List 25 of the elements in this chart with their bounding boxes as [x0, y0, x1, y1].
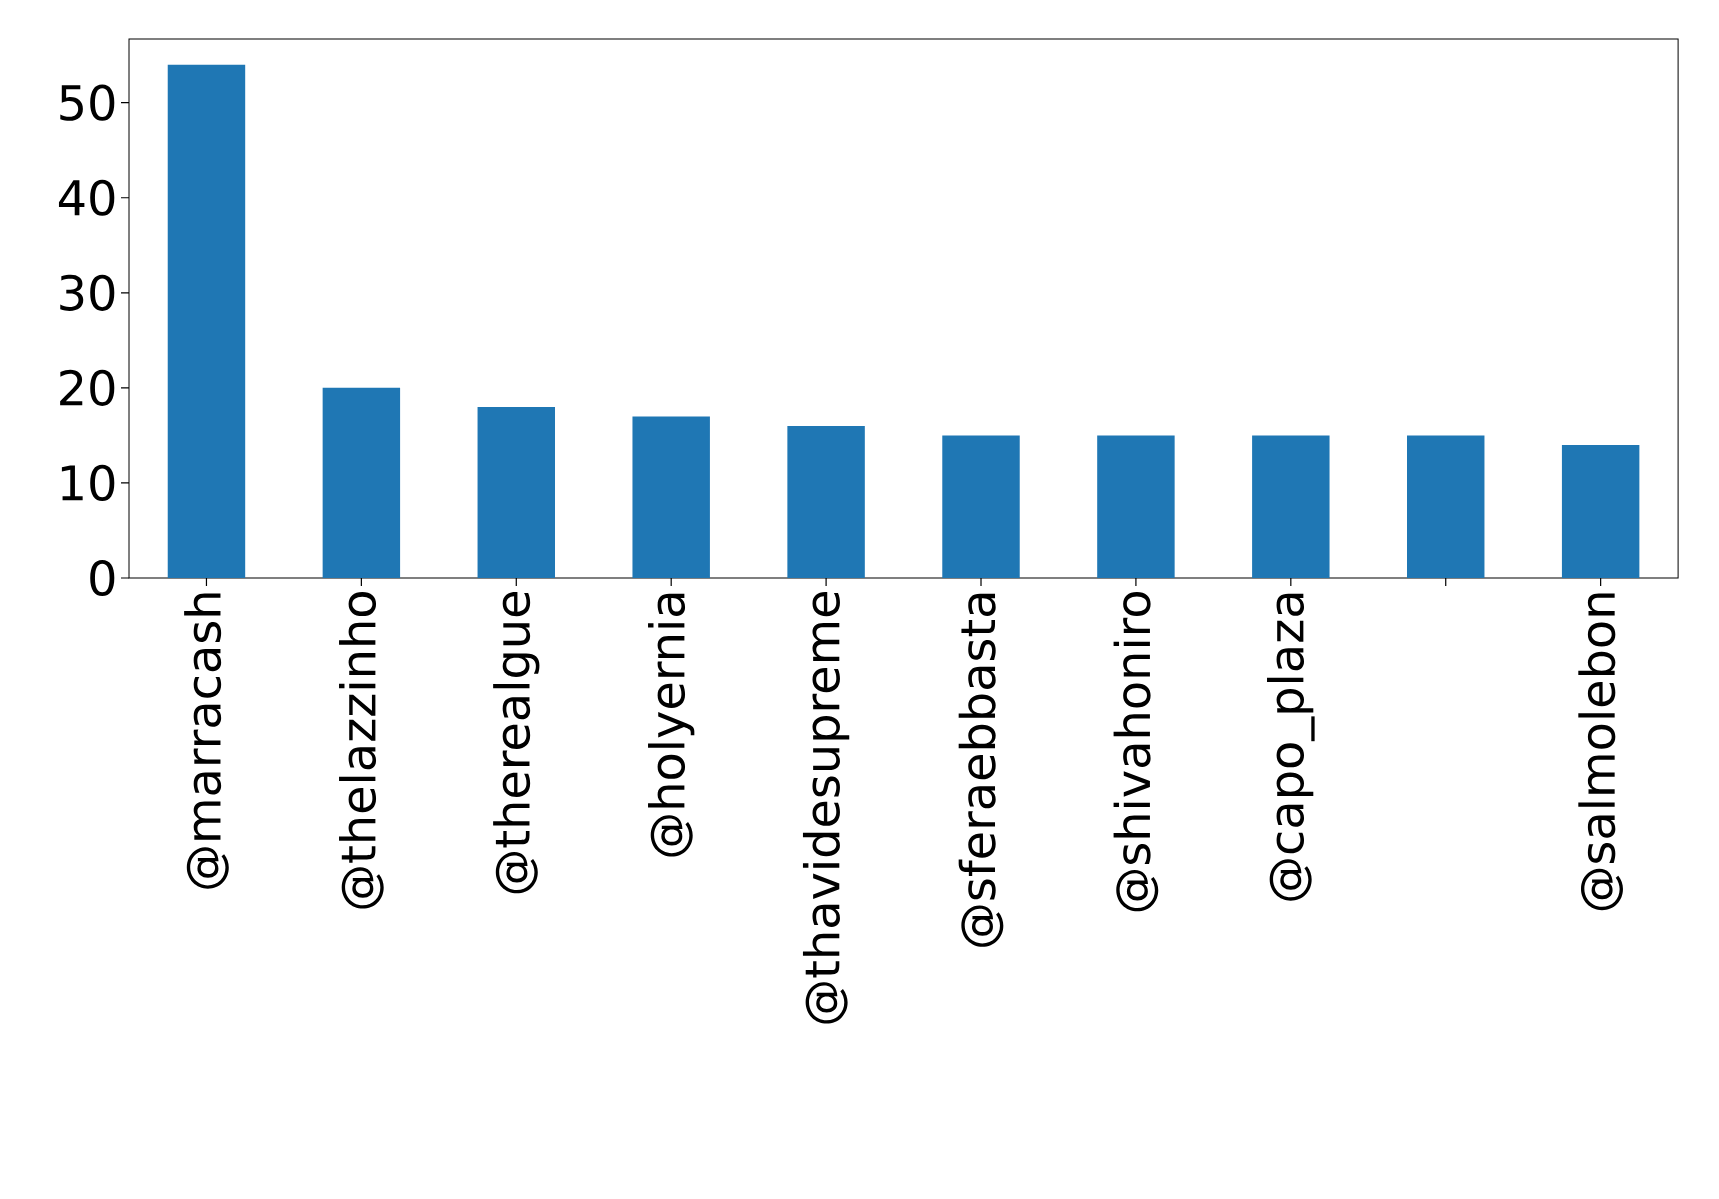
x-tick-label: @thelazzinho — [339, 592, 384, 909]
x-tick-label: @thavidesupreme — [802, 591, 850, 1024]
bar — [1561, 444, 1640, 578]
x-tick-label: @capo_plaza — [1267, 593, 1315, 901]
y-tick-label: 10 — [61, 464, 115, 502]
x-tick-label: @salmolebon — [1578, 593, 1623, 911]
x-tick-label: @marracash — [184, 593, 229, 889]
bar — [1252, 435, 1330, 578]
bar — [1097, 435, 1175, 578]
y-tick-label: 50 — [60, 84, 115, 121]
bar — [322, 387, 401, 578]
y-tick-label: 0 — [90, 559, 115, 597]
y-tick-label: 20 — [60, 369, 115, 406]
bar — [1407, 435, 1485, 578]
x-tick-label: @sferaebbasta — [958, 593, 1004, 947]
y-tick-label: 40 — [58, 179, 115, 216]
bar — [477, 406, 556, 578]
x-tick-label: @therealgue — [493, 592, 540, 894]
bar — [942, 435, 1020, 578]
x-tick-label: @shivahoniro — [1113, 592, 1159, 912]
bar — [787, 425, 865, 578]
bar — [632, 416, 710, 578]
bar — [167, 64, 246, 578]
y-tick-label: 30 — [60, 274, 115, 311]
x-tick-label: @holyernia — [648, 593, 695, 857]
